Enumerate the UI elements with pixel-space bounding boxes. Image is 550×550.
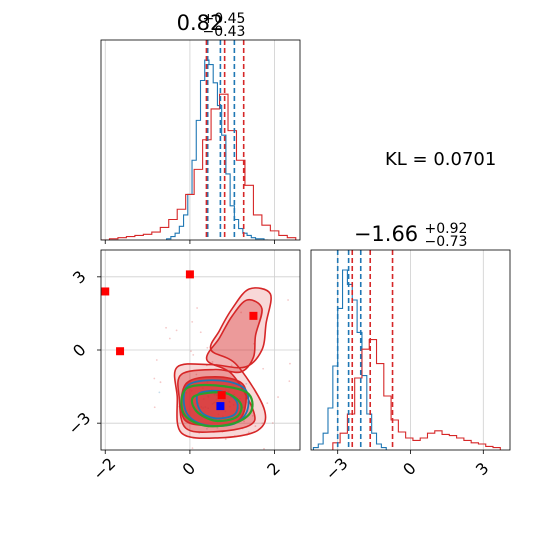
scatter-point (190, 350, 192, 353)
top-ticks (104, 240, 275, 244)
joint-markers (101, 270, 258, 411)
scatter-point (243, 420, 245, 423)
kl-divergence-label: KL = 0.0701 (385, 149, 496, 170)
scatter-point (247, 431, 250, 434)
top-marginal-panel: 0.82 +0.45 −0.43 (100, 11, 301, 244)
scatter-point (251, 414, 254, 417)
scatter-point (196, 307, 199, 309)
right-marginal-panel: −3 0 3 −1.66 +0.92 −0.73 (310, 221, 511, 484)
scatter-point (224, 438, 227, 441)
top-title-lower-error: −0.43 (203, 24, 246, 40)
top-title-value: 0.82 (177, 11, 224, 35)
scatter-point (266, 402, 269, 405)
joint-x-tick-label: −2 (89, 454, 119, 484)
scatter-point (261, 422, 264, 425)
scatter-point (245, 382, 248, 385)
scatter-point (206, 346, 209, 349)
scatter-point (254, 425, 257, 427)
scatter-point (165, 326, 167, 329)
green-contour-0 (180, 383, 254, 428)
scatter-point (191, 321, 194, 323)
top-panel-frame (100, 39, 301, 241)
scatter-point (217, 453, 219, 455)
joint-y-tick-label: 0 (69, 340, 90, 361)
scatter-point (289, 362, 291, 365)
scatter-point (263, 447, 265, 450)
scatter-point (192, 353, 195, 356)
scatter-point (175, 329, 178, 332)
scatter-point (191, 447, 194, 450)
red-square-marker (101, 287, 110, 296)
joint-y-tick-label: 3 (69, 267, 90, 288)
scatter-point (287, 299, 289, 301)
scatter-point (216, 426, 219, 429)
right-histograms (312, 269, 501, 450)
histogram-series-0 (166, 59, 269, 240)
joint-panel: −2 0 2 3 0 −3 (64, 249, 301, 492)
scatter-point (211, 361, 214, 363)
scatter-point (213, 490, 215, 492)
top-quantile-lines (205, 40, 245, 240)
scatter-point (277, 396, 279, 398)
right-grid (337, 250, 484, 450)
right-quantile-lines (336, 250, 394, 450)
right-x-tick-label: 0 (399, 459, 420, 480)
histogram-series-1 (332, 339, 501, 450)
red-square-marker (116, 347, 125, 356)
scatter-point (240, 311, 242, 314)
right-title-value: −1.66 (354, 222, 418, 246)
scatter-point (199, 331, 202, 334)
histogram-series-0 (312, 269, 387, 450)
top-histograms (101, 59, 297, 240)
scatter-point (262, 367, 265, 370)
right-ticks: −3 0 3 (322, 450, 493, 484)
red-square-marker (249, 311, 258, 320)
joint-x-tick-label: 0 (179, 459, 200, 480)
top-grid (104, 40, 275, 240)
scatter-point (158, 391, 161, 394)
scatter-point (195, 373, 198, 376)
scatter-point (159, 381, 162, 384)
right-panel-title: −1.66 (354, 222, 418, 246)
scatter-point (155, 359, 158, 361)
scatter-point (230, 364, 233, 367)
scatter-point (288, 380, 291, 383)
joint-y-tick-label: −3 (64, 408, 94, 438)
scatter-point (153, 377, 156, 380)
right-x-tick-label: 3 (472, 459, 493, 480)
histogram-series-1 (101, 93, 297, 240)
blue-square-marker (216, 402, 225, 411)
red-square-marker (185, 270, 194, 279)
scatter-point (168, 337, 171, 340)
top-title-upper-error: +0.45 (203, 11, 246, 27)
scatter-point (278, 464, 280, 466)
right-x-tick-label: −3 (322, 454, 352, 484)
top-panel-title: 0.82 (177, 11, 224, 35)
right-title-upper-error: +0.92 (425, 221, 468, 237)
scatter-point (153, 406, 156, 409)
scatter-point (271, 422, 274, 424)
right-title-lower-error: −0.73 (425, 234, 468, 250)
red-square-marker (217, 391, 226, 400)
joint-x-tick-label: 2 (263, 459, 284, 480)
scatter-point (204, 469, 206, 471)
joint-contours (173, 287, 272, 440)
scatter-point (206, 427, 208, 430)
